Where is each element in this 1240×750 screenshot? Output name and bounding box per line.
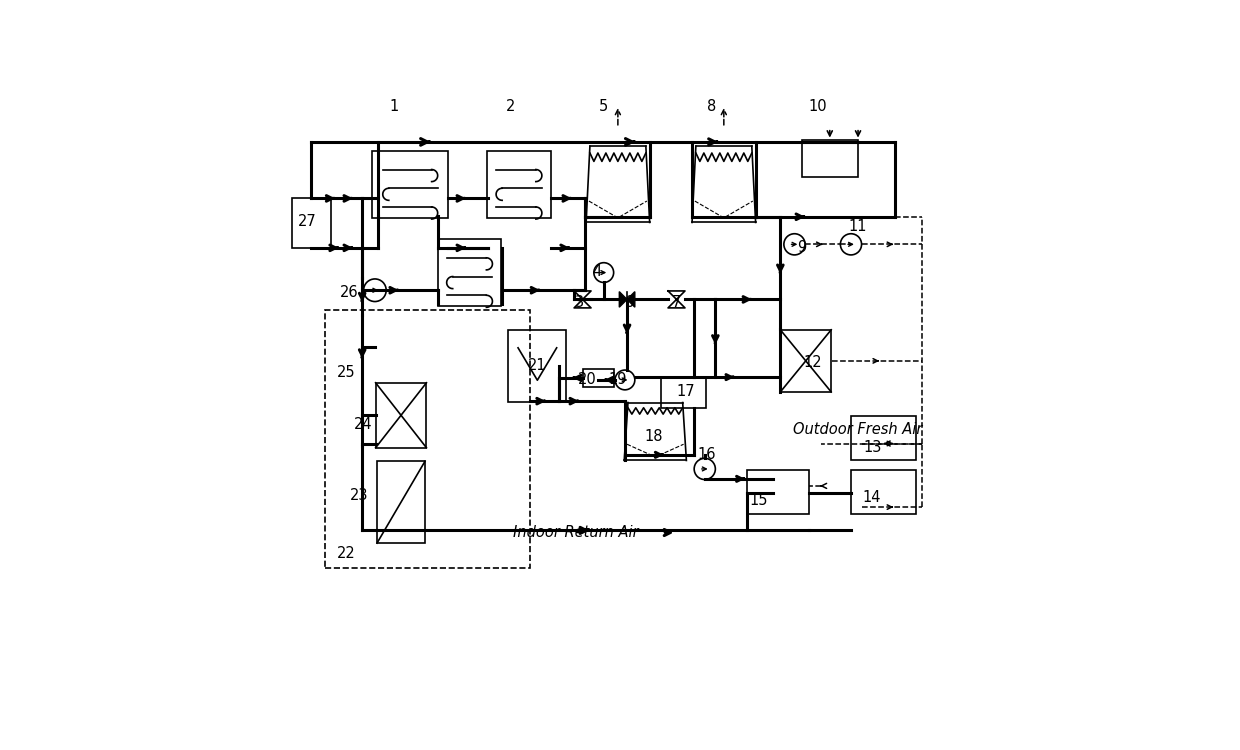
Text: 8: 8 [707, 99, 717, 114]
Text: 18: 18 [644, 429, 662, 444]
Text: 2: 2 [506, 99, 515, 114]
Text: 26: 26 [340, 285, 358, 300]
Text: 12: 12 [804, 356, 822, 370]
Text: 15: 15 [750, 493, 769, 508]
Text: 4: 4 [591, 264, 601, 279]
Text: 13: 13 [863, 440, 882, 455]
Text: 3: 3 [575, 295, 584, 310]
Polygon shape [627, 292, 635, 308]
Text: 10: 10 [808, 99, 827, 114]
Text: 21: 21 [528, 358, 547, 374]
Text: 9: 9 [797, 240, 806, 255]
Text: 14: 14 [863, 490, 882, 505]
Text: 19: 19 [609, 373, 627, 388]
Text: 5: 5 [599, 99, 609, 114]
Text: 17: 17 [676, 384, 694, 399]
Text: 20: 20 [578, 373, 596, 388]
Text: 1: 1 [389, 99, 398, 114]
Text: 11: 11 [849, 219, 867, 234]
Text: 7: 7 [672, 295, 681, 310]
Text: 24: 24 [355, 417, 373, 432]
Text: 6: 6 [625, 295, 634, 310]
Text: 22: 22 [337, 546, 356, 561]
Text: 16: 16 [698, 447, 717, 462]
Text: 27: 27 [298, 214, 316, 230]
Text: 25: 25 [337, 365, 356, 380]
Text: Outdoor Fresh Air: Outdoor Fresh Air [794, 422, 923, 437]
Text: Indoor Return Air: Indoor Return Air [512, 525, 639, 540]
Polygon shape [619, 292, 627, 308]
Text: 23: 23 [350, 488, 368, 502]
